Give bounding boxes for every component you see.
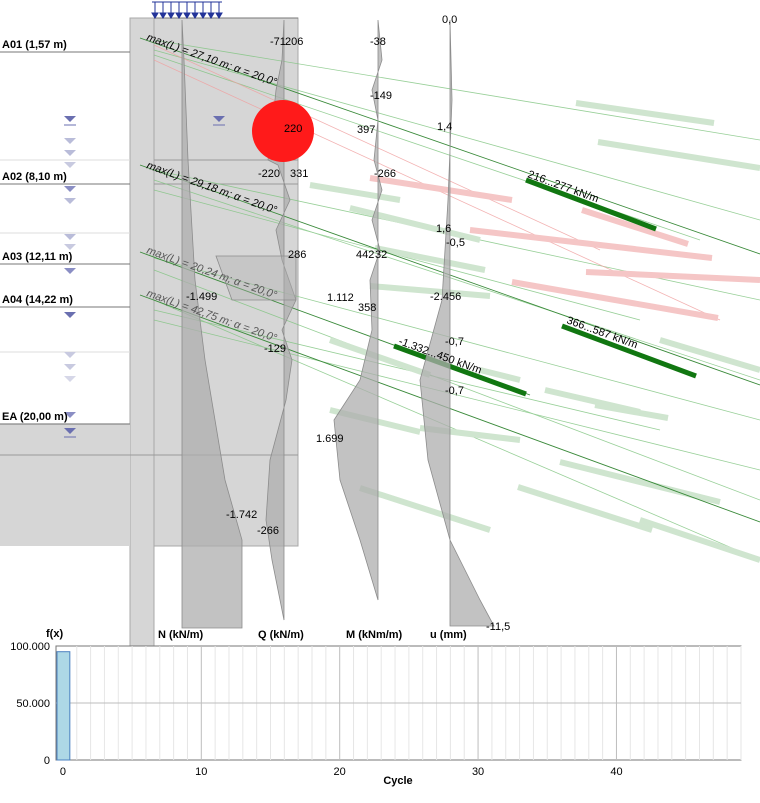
bar [56, 651, 71, 761]
value-label: -1.742 [226, 509, 257, 521]
m-header: M (kNm/m) [346, 629, 403, 641]
highlight-marker [252, 100, 314, 162]
water-level-icons [64, 116, 225, 438]
surface-load [151, 1, 223, 19]
value-label: -11,5 [486, 621, 510, 633]
y-tick-labels: 0 50.000 100.000 [10, 641, 50, 767]
value-label: -38 [370, 36, 386, 48]
value-label: 358 [358, 302, 376, 314]
level-label: A02 (8,10 m) [2, 171, 67, 183]
value-label: 1.112 [327, 292, 354, 304]
value-labels: -71 206 -38 0,0 -149 220 397 1,4 -220 33… [186, 14, 510, 633]
x-tick-label: 10 [195, 766, 207, 778]
y-tick-label: 0 [44, 755, 50, 767]
bar-series [56, 651, 71, 761]
convergence-chart[interactable]: 0 10 20 30 40 0 50.000 100.000 f(x) Cycle [10, 628, 742, 787]
result-diagrams [181, 19, 495, 629]
value-label: 1,4 [437, 121, 452, 133]
x-tick-label: 40 [610, 766, 622, 778]
level-label: A03 (12,11 m) [2, 251, 73, 263]
u-diagram [419, 19, 495, 627]
major-grid [56, 646, 741, 760]
y-axis-label: f(x) [46, 628, 63, 640]
y-tick-label: 100.000 [10, 641, 50, 653]
value-label: -0,5 [446, 237, 465, 249]
n-header: N (kN/m) [158, 629, 204, 641]
n-diagram [181, 19, 243, 629]
value-label: 1.699 [316, 433, 344, 445]
value-label: 1,6 [436, 223, 451, 235]
level-label: A04 (14,22 m) [2, 294, 73, 306]
value-label: -266 [257, 525, 279, 537]
value-label: 286 [288, 249, 306, 261]
soil-structure [0, 17, 299, 691]
value-label: -149 [370, 90, 392, 102]
m-diagram [333, 19, 383, 601]
level-label: A01 (1,57 m) [2, 39, 67, 51]
value-label: 397 [357, 124, 375, 136]
x-axis-label: Cycle [383, 775, 412, 787]
level-lines [0, 51, 298, 353]
value-label: 220 [284, 123, 302, 135]
x-tick-label: 0 [60, 766, 66, 778]
y-tick-label: 50.000 [16, 698, 50, 710]
value-label: -266 [374, 168, 396, 180]
q-header: Q (kN/m) [258, 629, 304, 641]
level-labels: A01 (1,57 m) A02 (8,10 m) A03 (12,11 m) … [2, 39, 73, 423]
value-label: -71 [270, 36, 286, 48]
value-label: -1.499 [186, 291, 217, 303]
level-label: EA (20,00 m) [2, 411, 68, 423]
value-label: 206 [285, 36, 303, 48]
value-label: 32 [375, 249, 387, 261]
diagram-headers: N (kN/m) Q (kN/m) M (kNm/m) u (mm) [158, 629, 467, 641]
value-label: -129 [264, 343, 286, 355]
value-label: -0,7 [445, 336, 464, 348]
value-label: -0,7 [445, 385, 464, 397]
value-label: -220 [258, 168, 280, 180]
u-header: u (mm) [430, 629, 467, 641]
value-label: -2.456 [430, 291, 461, 303]
force-label: 216...277 kN/m [526, 169, 600, 206]
value-label: 0,0 [442, 14, 457, 26]
x-tick-label: 20 [334, 766, 346, 778]
value-label: 442 [356, 249, 374, 261]
x-tick-label: 30 [472, 766, 484, 778]
x-tick-labels: 0 10 20 30 40 [60, 766, 623, 778]
value-label: 331 [290, 168, 308, 180]
